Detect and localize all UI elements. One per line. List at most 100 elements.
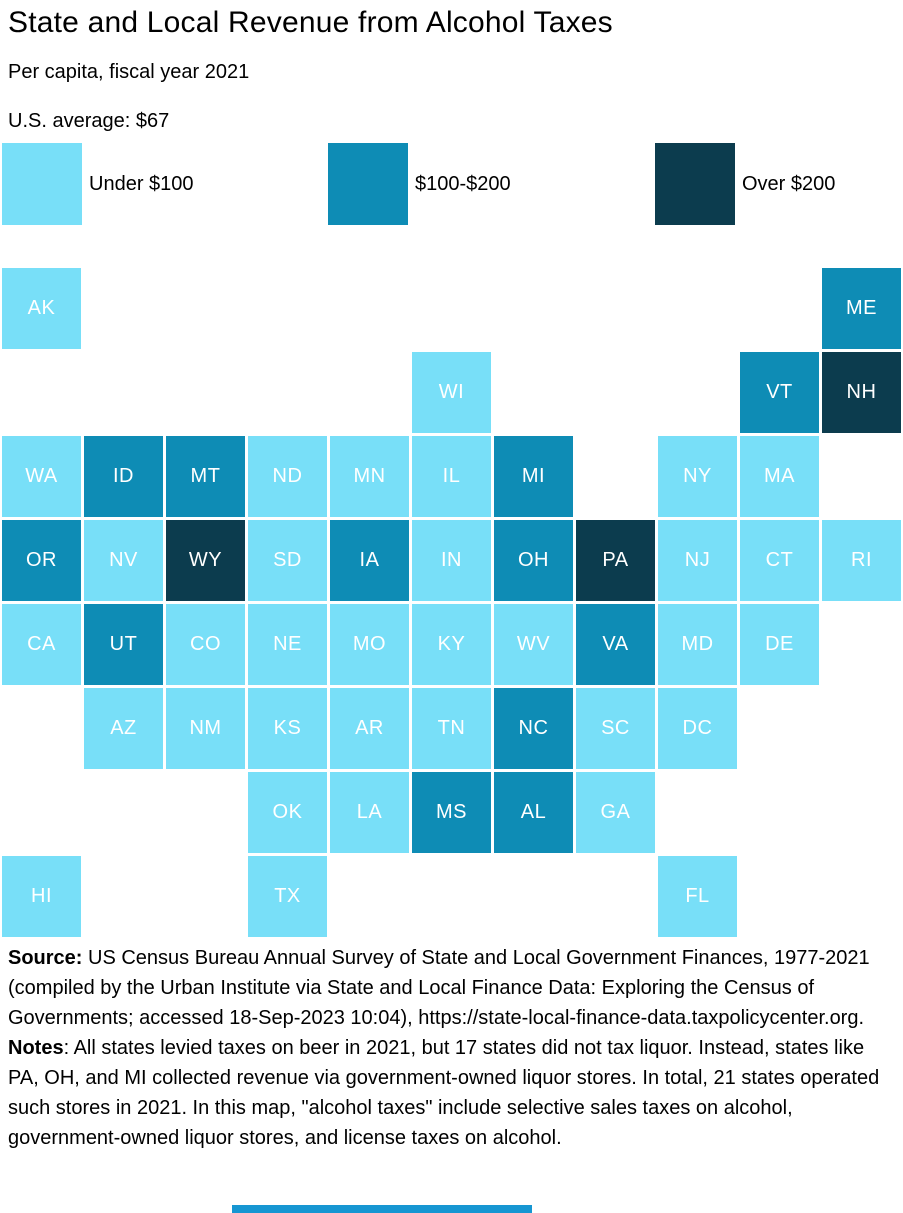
state-tile-MT: MT [166,436,245,517]
footer-accent-bar [232,1205,532,1213]
state-abbr-label: AK [27,297,56,319]
state-tile-FL: FL [658,856,737,937]
state-tile-DE: DE [740,604,819,685]
state-abbr-label: IN [441,549,462,571]
state-abbr-label: DE [765,633,794,655]
state-tile-KS: KS [248,688,327,769]
state-tile-ME: ME [822,268,901,349]
state-abbr-label: GA [600,801,631,823]
state-abbr-label: OR [26,549,57,571]
legend-label: Over $200 [742,172,836,195]
state-tile-WY: WY [166,520,245,601]
state-tile-MD: MD [658,604,737,685]
legend-swatch-under-100 [2,143,82,225]
state-tile-TX: TX [248,856,327,937]
state-abbr-label: PA [602,549,629,571]
state-abbr-label: DC [682,717,713,739]
state-tile-MA: MA [740,436,819,517]
state-tile-VA: VA [576,604,655,685]
legend-label: $100-$200 [415,172,511,195]
state-tile-WA: WA [2,436,81,517]
state-abbr-label: WV [516,633,551,655]
state-abbr-label: WA [25,465,58,487]
state-abbr-label: MO [352,633,387,655]
state-tile-OK: OK [248,772,327,853]
state-abbr-label: AL [520,801,547,823]
state-abbr-label: SD [273,549,302,571]
legend-label: Under $100 [89,172,194,195]
state-abbr-label: FL [685,885,710,907]
state-tile-SC: SC [576,688,655,769]
state-abbr-label: WY [188,549,223,571]
state-tile-AR: AR [330,688,409,769]
footer-text: Source: US Census Bureau Annual Survey o… [8,943,898,1153]
state-tile-UT: UT [84,604,163,685]
state-tile-AK: AK [2,268,81,349]
state-tile-MI: MI [494,436,573,517]
state-tile-RI: RI [822,520,901,601]
state-abbr-label: NY [683,465,712,487]
state-abbr-label: VA [602,633,629,655]
state-abbr-label: IL [442,465,461,487]
state-abbr-label: CT [765,549,794,571]
state-abbr-label: HI [31,885,52,907]
source-label: Source: [8,947,83,969]
state-tile-TN: TN [412,688,491,769]
state-tile-CT: CT [740,520,819,601]
state-tile-SD: SD [248,520,327,601]
state-tile-NE: NE [248,604,327,685]
state-abbr-label: VT [766,381,793,403]
legend-swatch-over-200 [655,143,735,225]
state-tile-WI: WI [412,352,491,433]
state-abbr-label: NJ [684,549,711,571]
state-abbr-label: RI [851,549,872,571]
state-abbr-label: ND [272,465,303,487]
state-tile-NC: NC [494,688,573,769]
state-tile-MS: MS [412,772,491,853]
state-tile-HI: HI [2,856,81,937]
state-abbr-label: MN [353,465,386,487]
state-tile-CO: CO [166,604,245,685]
state-tile-MN: MN [330,436,409,517]
us-average-note: U.S. average: $67 [8,110,170,132]
state-tile-ID: ID [84,436,163,517]
state-tile-KY: KY [412,604,491,685]
state-tile-OH: OH [494,520,573,601]
chart-title: State and Local Revenue from Alcohol Tax… [8,6,613,39]
state-abbr-label: CO [190,633,221,655]
legend-item-over-200: Over $200 [655,143,835,225]
state-abbr-label: TX [274,885,301,907]
state-abbr-label: MS [436,801,467,823]
state-tile-AZ: AZ [84,688,163,769]
notes-body: : All states levied taxes on beer in 202… [8,1037,880,1149]
state-tile-LA: LA [330,772,409,853]
state-tile-DC: DC [658,688,737,769]
legend: Under $100 $100-$200 Over $200 [0,143,903,225]
state-tile-NM: NM [166,688,245,769]
state-abbr-label: NV [109,549,138,571]
source-body: US Census Bureau Annual Survey of State … [8,947,870,1029]
state-abbr-label: OK [272,801,303,823]
notes-label: Notes [8,1037,64,1059]
state-tile-VT: VT [740,352,819,433]
state-tile-MO: MO [330,604,409,685]
state-abbr-label: OH [518,549,549,571]
state-abbr-label: NM [189,717,222,739]
state-abbr-label: MA [764,465,795,487]
legend-swatch-100-200 [328,143,408,225]
state-abbr-label: MD [681,633,714,655]
state-tile-IL: IL [412,436,491,517]
state-tile-CA: CA [2,604,81,685]
state-abbr-label: SC [601,717,630,739]
state-abbr-label: UT [109,633,138,655]
chart-subtitle: Per capita, fiscal year 2021 [8,61,250,83]
state-abbr-label: CA [27,633,56,655]
state-tile-PA: PA [576,520,655,601]
state-abbr-label: AZ [110,717,137,739]
state-tile-NY: NY [658,436,737,517]
state-abbr-label: WI [438,381,465,403]
state-abbr-label: NH [846,381,877,403]
state-abbr-label: LA [356,801,383,823]
state-abbr-label: KY [437,633,466,655]
